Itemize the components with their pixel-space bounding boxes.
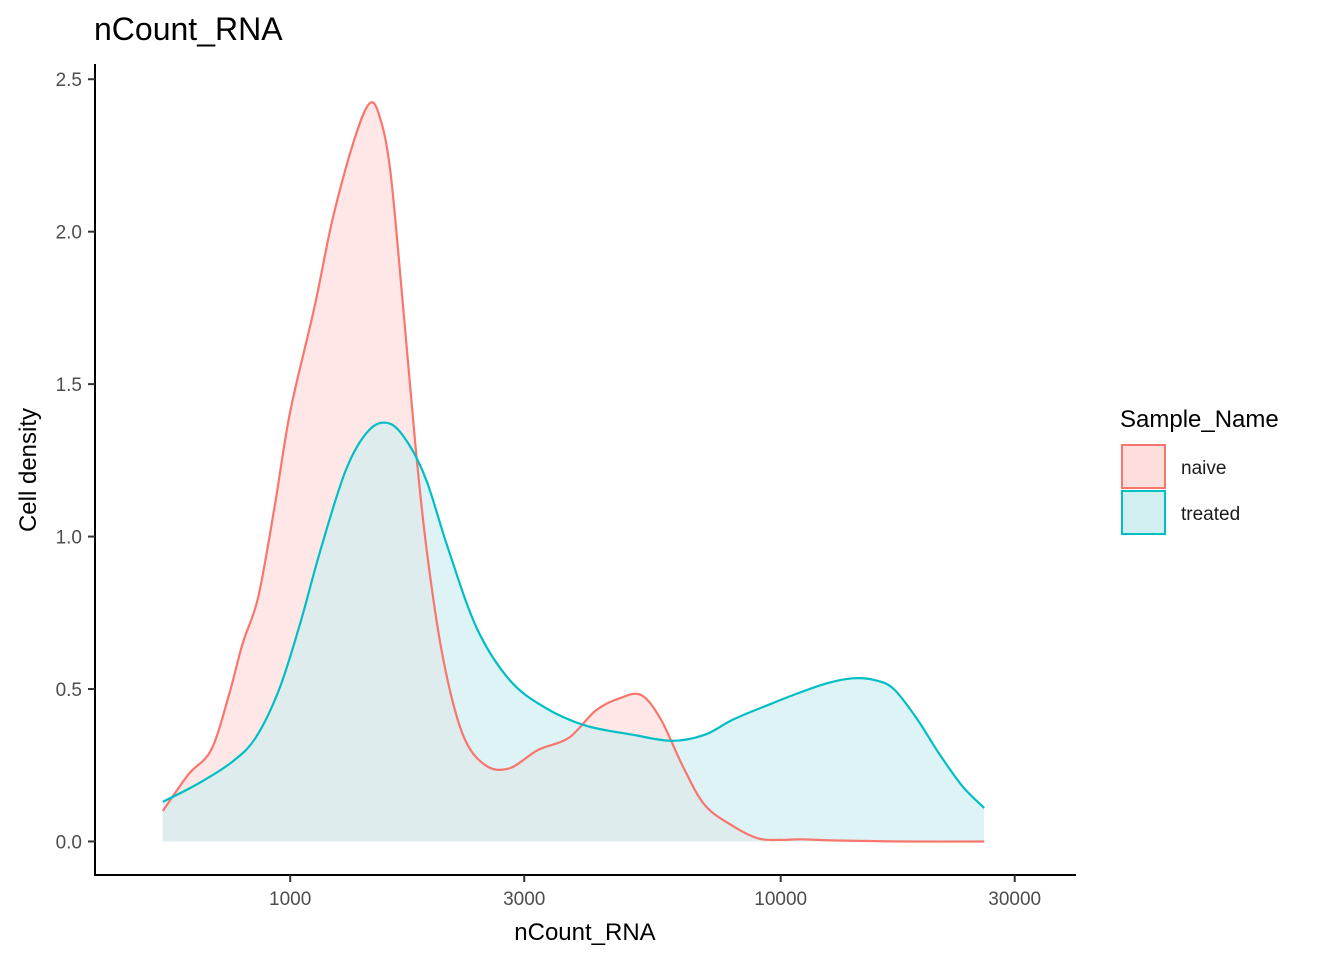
- x-axis-label: nCount_RNA: [514, 919, 655, 946]
- legend-label-naive: naive: [1181, 458, 1226, 479]
- y-tick-label: 1.0: [56, 528, 82, 549]
- x-axis-ticks: 1000 3000 10000 30000: [269, 875, 1041, 910]
- y-axis-label: Cell density: [15, 408, 42, 532]
- density-line-treated: [162, 421, 985, 809]
- legend: Sample_Name naive treated: [1120, 406, 1279, 535]
- x-tick-label: 1000: [269, 889, 311, 910]
- density-lines: [161, 101, 985, 843]
- y-tick-label: 1.5: [56, 375, 82, 396]
- density-areas: [162, 102, 985, 842]
- density-area-treated: [162, 422, 985, 842]
- x-tick-label: 10000: [754, 889, 807, 910]
- legend-key-naive: [1121, 444, 1166, 489]
- x-tick-label: 30000: [988, 889, 1041, 910]
- x-tick-label: 3000: [503, 889, 545, 910]
- legend-label-treated: treated: [1181, 504, 1240, 525]
- legend-key-treated: [1121, 490, 1166, 535]
- y-tick-label: 0.0: [56, 832, 82, 853]
- density-line-naive: [161, 101, 985, 843]
- y-tick-label: 2.0: [56, 223, 82, 244]
- y-tick-label: 0.5: [56, 680, 82, 701]
- legend-title: Sample_Name: [1120, 406, 1279, 433]
- chart-title: nCount_RNA: [94, 11, 283, 47]
- y-tick-label: 2.5: [56, 70, 82, 91]
- y-axis-ticks: 0.0 0.5 1.0 1.5 2.0 2.5: [56, 70, 95, 853]
